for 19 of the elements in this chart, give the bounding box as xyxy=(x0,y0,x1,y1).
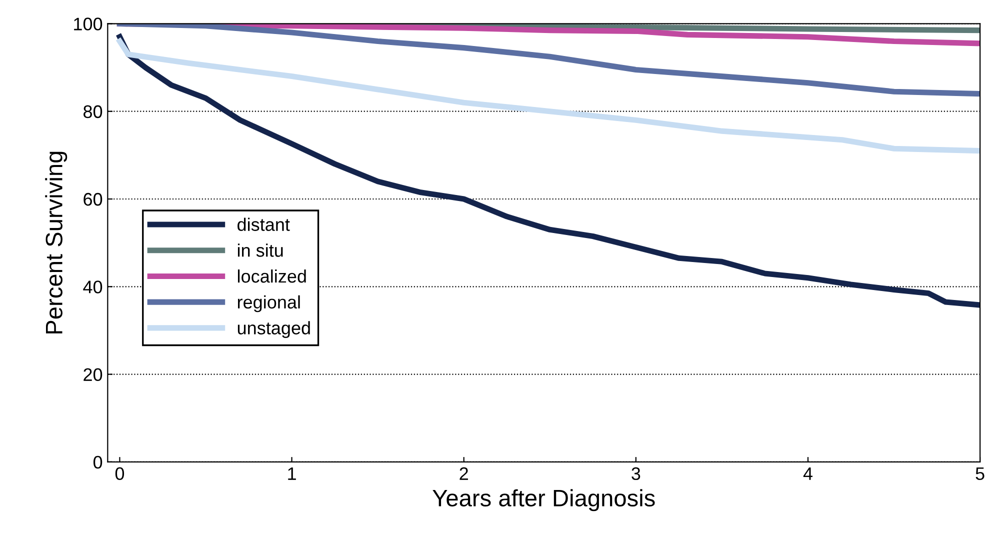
legend-label: localized xyxy=(238,269,306,283)
y-tick-label: 80 xyxy=(84,105,102,118)
y-tick-label: 60 xyxy=(84,192,102,206)
x-tick-label: 0 xyxy=(115,467,124,480)
y-axis-title: Percent Surviving xyxy=(45,152,68,334)
x-tick-label: 2 xyxy=(460,467,468,480)
legend-label: regional xyxy=(238,295,300,312)
legend-label: in situ xyxy=(238,244,283,257)
x-axis-title: Years after Diagnosis xyxy=(432,489,655,512)
y-tick-label: 20 xyxy=(84,368,102,381)
y-tick-label: 40 xyxy=(83,280,102,294)
x-tick-label: 4 xyxy=(803,467,812,480)
legend-label: distant xyxy=(238,218,290,232)
x-tick-label: 5 xyxy=(976,467,984,480)
y-tick-label: 0 xyxy=(93,456,102,469)
x-tick-label: 1 xyxy=(288,467,296,480)
legend-label: unstaged xyxy=(238,321,310,338)
x-tick-label: 3 xyxy=(632,467,640,480)
y-tick-label: 100 xyxy=(74,18,102,30)
